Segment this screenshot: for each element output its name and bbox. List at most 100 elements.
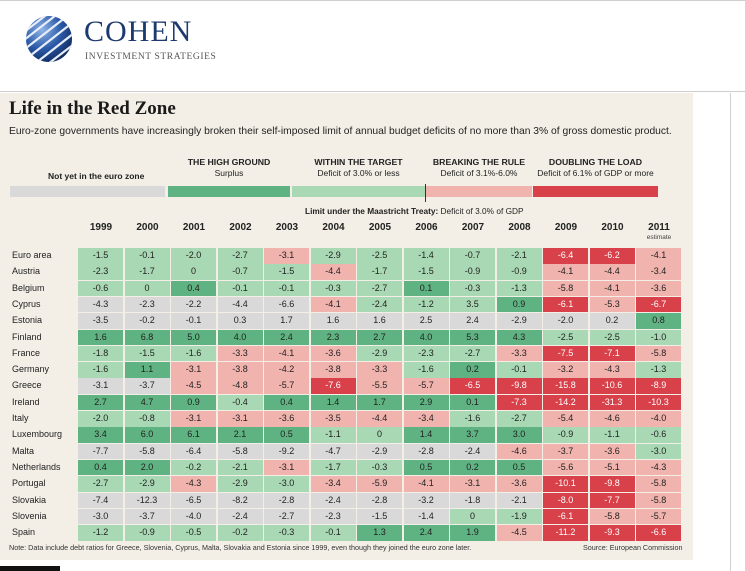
- year-header: 2011: [648, 222, 670, 233]
- table-cell: -4.5: [171, 378, 216, 394]
- legend-category-within-target: WITHIN THE TARGET Deficit of 3.0% or les…: [314, 157, 403, 178]
- table-cell: 0.4: [171, 280, 216, 297]
- table-cell: -10.1: [543, 476, 588, 492]
- table-cell: -2.7: [357, 280, 402, 297]
- table-cell: -4.4: [357, 411, 402, 427]
- table-cell: -6.7: [636, 296, 681, 313]
- table-cell: -4.3: [78, 296, 123, 313]
- table-cell: -10.3: [636, 394, 681, 411]
- table-cell: -3.1: [264, 248, 309, 264]
- table-cell: -9.3: [589, 525, 635, 541]
- table-cell: -4.1: [636, 248, 681, 264]
- table-cell: -2.9: [496, 313, 542, 329]
- table-cell: -3.1: [78, 378, 123, 394]
- table-cell: 1.7: [357, 394, 402, 411]
- table-cell: -2.3: [124, 296, 170, 313]
- table-cell: 2.7: [357, 329, 402, 345]
- table-cell: 1.6: [310, 313, 356, 329]
- table-cell: -2.9: [217, 476, 263, 492]
- table-cell: -0.9: [124, 525, 170, 541]
- table-cell: -0.7: [217, 264, 263, 280]
- table-cell: -1.9: [496, 508, 542, 525]
- table-cell: -4.6: [496, 443, 542, 460]
- table-cell: -3.6: [496, 476, 542, 492]
- table-cell: 1.4: [403, 427, 449, 443]
- table-cell: -2.0: [543, 313, 588, 329]
- table-cell: -4.6: [589, 411, 635, 427]
- table-cell: 0.5: [264, 427, 309, 443]
- table-cell: -11.2: [543, 525, 588, 541]
- table-cell: -1.5: [124, 345, 170, 362]
- country-label: Cyprus: [12, 298, 41, 309]
- table-cell: -6.6: [636, 525, 681, 541]
- table-cell: -3.0: [636, 443, 681, 460]
- table-cell: -3.0: [264, 476, 309, 492]
- table-cell: -3.4: [636, 264, 681, 280]
- table-cell: 2.4: [450, 313, 495, 329]
- table-cell: -1.7: [310, 459, 356, 476]
- table-cell: -2.0: [78, 411, 123, 427]
- table-cell: -31.3: [589, 394, 635, 411]
- table-cell: -4.3: [171, 476, 216, 492]
- table-cell: 1.3: [357, 525, 402, 541]
- table-cell: -2.4: [357, 296, 402, 313]
- table-cell: -5.7: [636, 508, 681, 525]
- year-header: 2000: [136, 222, 159, 233]
- table-cell: -5.4: [543, 411, 588, 427]
- table-cell: -3.1: [450, 476, 495, 492]
- year-header: 2004: [322, 222, 345, 233]
- table-cell: -4.4: [217, 296, 263, 313]
- legend-swatch-doubling-load: [533, 186, 658, 197]
- table-cell: -2.4: [310, 492, 356, 508]
- table-cell: -0.6: [636, 427, 681, 443]
- table-cell: -9.8: [496, 378, 542, 394]
- table-cell: -2.9: [357, 345, 402, 362]
- table-cell: -2.7: [217, 248, 263, 264]
- brand-header: COHEN INVESTMENT STRATEGIES: [0, 0, 745, 92]
- table-cell: -1.2: [403, 296, 449, 313]
- table-cell: -3.3: [217, 345, 263, 362]
- table-cell: -2.1: [496, 248, 542, 264]
- table-cell: -2.7: [264, 508, 309, 525]
- table-cell: -7.5: [543, 345, 588, 362]
- table-cell: -8.9: [636, 378, 681, 394]
- table-cell: -5.8: [636, 476, 681, 492]
- table-cell: -0.5: [171, 525, 216, 541]
- table-cell: -1.6: [450, 411, 495, 427]
- table-cell: 5.0: [171, 329, 216, 345]
- table-cell: 0.4: [264, 394, 309, 411]
- country-label: Belgium: [12, 282, 45, 293]
- table-cell: -3.2: [543, 362, 588, 378]
- table-cell: -2.7: [496, 411, 542, 427]
- table-cell: -3.4: [310, 476, 356, 492]
- country-label: Estonia: [12, 315, 43, 326]
- table-cell: -4.5: [496, 525, 542, 541]
- chart-panel: Life in the Red Zone Euro-zone governmen…: [0, 93, 693, 560]
- table-cell: -7.1: [589, 345, 635, 362]
- table-cell: -5.8: [589, 508, 635, 525]
- table-cell: 0.4: [78, 459, 123, 476]
- table-cell: 0.1: [403, 280, 449, 297]
- table-cell: -0.2: [124, 313, 170, 329]
- table-cell: -4.1: [403, 476, 449, 492]
- table-cell: -3.6: [636, 280, 681, 297]
- table-cell: -1.7: [124, 264, 170, 280]
- table-cell: 1.4: [310, 394, 356, 411]
- table-cell: -4.0: [636, 411, 681, 427]
- country-label: Slovakia: [12, 494, 47, 505]
- table-cell: -1.8: [450, 492, 495, 508]
- table-cell: 0: [357, 427, 402, 443]
- legend-not-in-zone-swatch: [10, 186, 165, 197]
- legend-swatch-within-target: [292, 186, 425, 197]
- table-cell: -6.4: [543, 248, 588, 264]
- table-cell: -4.1: [310, 296, 356, 313]
- legend-swatch-breaking-rule: [426, 186, 532, 197]
- table-cell: -9.8: [589, 476, 635, 492]
- table-cell: -4.3: [589, 362, 635, 378]
- legend-swatch-high-ground: [168, 186, 290, 197]
- table-cell: 4.3: [496, 329, 542, 345]
- table-cell: 0.5: [403, 459, 449, 476]
- table-cell: -0.3: [450, 280, 495, 297]
- table-cell: -3.3: [357, 362, 402, 378]
- table-cell: -0.7: [450, 248, 495, 264]
